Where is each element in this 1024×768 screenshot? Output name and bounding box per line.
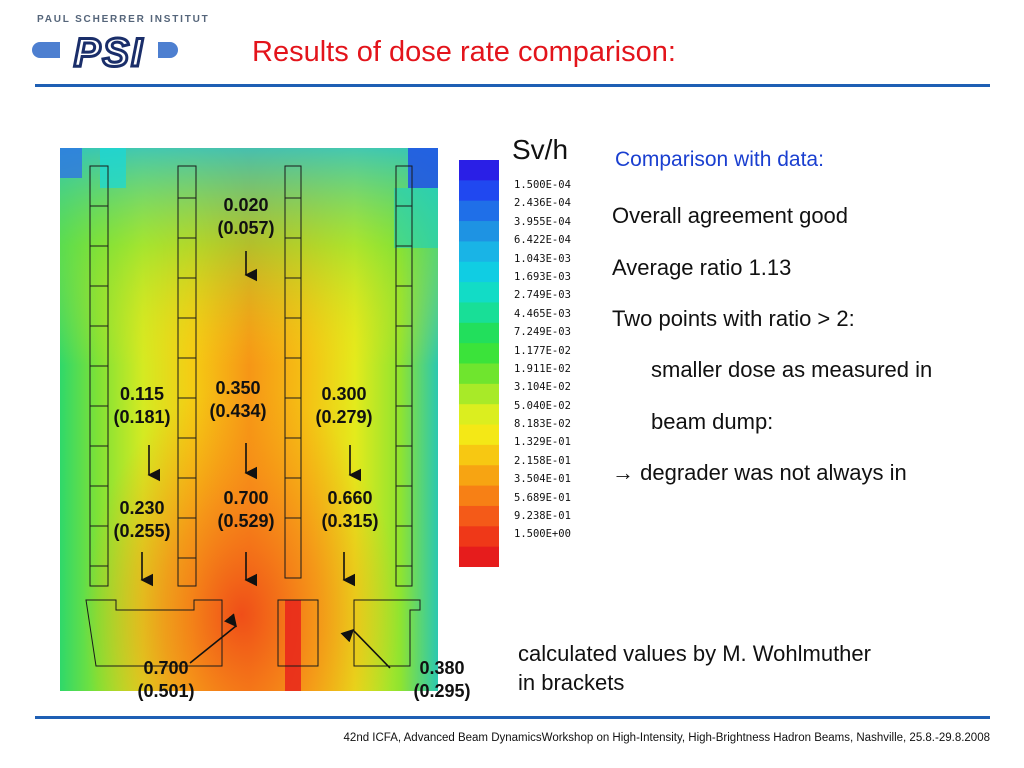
- color-scale-value: 1.693E-03: [514, 270, 571, 283]
- color-scale-swatch: [459, 261, 499, 283]
- psi-logo-text: PSI: [74, 31, 144, 72]
- point-label: 0.300 (0.279): [302, 383, 386, 430]
- calculated-value: (0.434): [209, 401, 267, 422]
- color-scale-value: 5.689E-01: [514, 491, 571, 504]
- color-scale-value: 6.422E-04: [514, 234, 571, 247]
- color-scale-values: 1.500E-04 2.436E-04 3.955E-04 6.422E-04 1.04…: [514, 176, 571, 544]
- institute-name: PAUL SCHERRER INSTITUT: [37, 14, 210, 25]
- measured-value: 0.350: [215, 378, 261, 398]
- color-scale-swatch: [459, 444, 499, 466]
- measured-value: 0.300: [321, 384, 367, 404]
- color-scale-swatch: [459, 180, 499, 202]
- color-scale-value: 5.040E-02: [514, 399, 571, 412]
- color-scale-swatch: [459, 322, 499, 344]
- color-scale-value: 8.183E-02: [514, 418, 571, 431]
- measured-value: 0.660: [327, 488, 373, 508]
- right-arrow-icon: →: [612, 460, 634, 485]
- calculated-value: (0.315): [321, 511, 379, 532]
- unit-label: Sv/h: [512, 134, 569, 165]
- calculated-value: (0.529): [217, 511, 275, 532]
- calculated-value: (0.279): [315, 407, 373, 428]
- color-scale-swatch: [459, 465, 499, 487]
- color-scale-value: 4.465E-03: [514, 307, 571, 320]
- point-label: 0.115 (0.181): [100, 383, 184, 430]
- slide-title: Results of dose rate comparison:: [252, 36, 676, 68]
- calculated-value: (0.057): [217, 218, 275, 239]
- point-label: 0.230 (0.255): [100, 497, 184, 544]
- color-scale-value: 2.749E-03: [514, 289, 571, 302]
- color-scale-swatch: [459, 302, 499, 324]
- point-label: 0.660 (0.315): [308, 487, 392, 534]
- point-label: 0.020 (0.057): [200, 194, 292, 241]
- outlier-text: Two points with ratio > 2:: [612, 306, 855, 331]
- top-rule: [35, 84, 990, 87]
- ratio-text: Average ratio 1.13: [612, 255, 792, 280]
- color-scale-value: 1.500E-04: [514, 179, 571, 191]
- measured-value: 0.115: [119, 384, 165, 404]
- color-scale-value: 3.504E-01: [514, 473, 571, 486]
- calculated-value: (0.501): [137, 681, 195, 702]
- outlier-detail-2: beam dump:: [651, 409, 774, 434]
- color-scale-value: 3.104E-02: [514, 381, 571, 394]
- dose-rate-map: 0.020 (0.057) 0.115 (0.181) 0.350 (0.434…: [60, 148, 438, 691]
- color-scale-value: 1.911E-02: [514, 362, 571, 375]
- color-scale-swatch: [459, 404, 499, 426]
- conclusion-line: → degrader was not always in: [612, 460, 907, 486]
- color-scale-swatch: [459, 505, 499, 527]
- color-scale-swatch: [459, 424, 499, 446]
- color-scale-value: 1.177E-02: [514, 344, 571, 357]
- arrows: [140, 251, 391, 669]
- calculated-value: (0.255): [113, 521, 171, 542]
- color-scale-swatch: [459, 160, 499, 181]
- measured-value: 0.700: [143, 658, 189, 678]
- color-scale-swatch: [459, 363, 499, 385]
- color-scale-value: 1.500E+00: [514, 528, 571, 541]
- footer-text: 42nd ICFA, Advanced Beam DynamicsWorksho…: [343, 732, 990, 744]
- measured-value: 0.700: [223, 488, 269, 508]
- point-label: 0.700 (0.529): [204, 487, 288, 534]
- agreement-text: Overall agreement good: [612, 203, 849, 228]
- color-scale-value: 9.238E-01: [514, 510, 571, 523]
- color-scale-value: 2.158E-01: [514, 454, 571, 467]
- color-scale-swatch: [459, 383, 499, 405]
- point-label: 0.380 (0.295): [400, 657, 484, 704]
- color-scale-value: 1.329E-01: [514, 436, 571, 449]
- outlier-detail-1: smaller dose as measured in: [651, 357, 933, 382]
- color-scale-swatch: [459, 546, 499, 568]
- color-scale-value: 7.249E-03: [514, 326, 571, 339]
- color-scale-swatch: [459, 241, 499, 263]
- color-scale-swatch: [459, 343, 499, 364]
- conclusion-text: degrader was not always in: [640, 460, 907, 485]
- measured-value: 0.380: [419, 658, 465, 678]
- note-line-2: in brackets: [518, 669, 625, 695]
- color-scale-value: 1.043E-03: [514, 252, 571, 265]
- bottom-rule: [35, 716, 990, 719]
- point-label: 0.700 (0.501): [124, 657, 208, 704]
- measured-value: 0.230: [119, 498, 165, 518]
- psi-logo: PSI: [30, 30, 180, 77]
- color-scale-value: 2.436E-04: [514, 197, 571, 210]
- color-scale-bar: [459, 160, 499, 568]
- color-scale-swatch: [459, 282, 499, 303]
- color-scale-swatch: [459, 526, 499, 548]
- calculated-value: (0.295): [413, 681, 471, 702]
- color-scale-swatch: [459, 221, 499, 242]
- color-scale-swatch: [459, 485, 499, 507]
- measured-value: 0.020: [223, 195, 269, 215]
- color-scale-swatch: [459, 200, 499, 222]
- note-line-1: calculated values by M. Wohlmuther: [518, 641, 871, 666]
- point-label: 0.350 (0.434): [196, 377, 280, 424]
- calculation-note: calculated values by M. Wohlmuther in br…: [518, 640, 871, 697]
- calculated-value: (0.181): [113, 407, 171, 428]
- color-scale-value: 3.955E-04: [514, 215, 571, 228]
- comparison-heading: Comparison with data:: [615, 148, 824, 171]
